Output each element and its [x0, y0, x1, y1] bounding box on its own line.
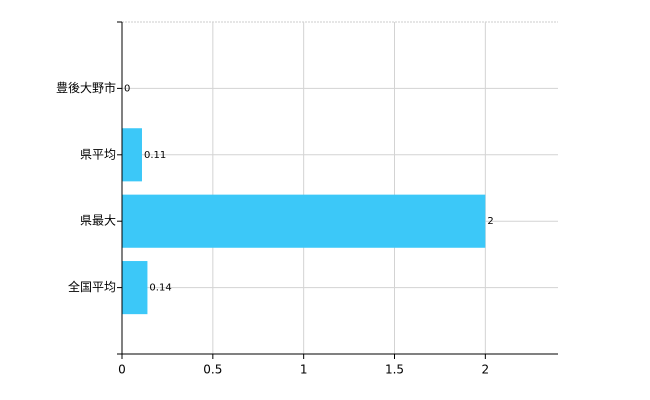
x-tick-label: 0 — [118, 363, 126, 377]
y-tick-label: 県平均 — [80, 147, 116, 161]
y-tick-label: 県最大 — [80, 214, 116, 228]
y-tick-label: 豊後大野市 — [56, 80, 116, 95]
bar — [122, 261, 148, 315]
value-label: 0.14 — [149, 283, 171, 294]
x-tick-label: 2 — [482, 363, 490, 377]
value-label: 0 — [124, 83, 130, 94]
value-label: 0.11 — [144, 150, 166, 161]
x-tick-label: 1.5 — [385, 363, 404, 377]
x-tick-label: 1 — [300, 363, 308, 377]
y-tick-label: 全国平均 — [68, 279, 116, 294]
bar — [122, 128, 142, 182]
x-tick-label: 0.5 — [203, 363, 222, 377]
bar — [122, 194, 486, 248]
value-label: 2 — [487, 216, 493, 227]
